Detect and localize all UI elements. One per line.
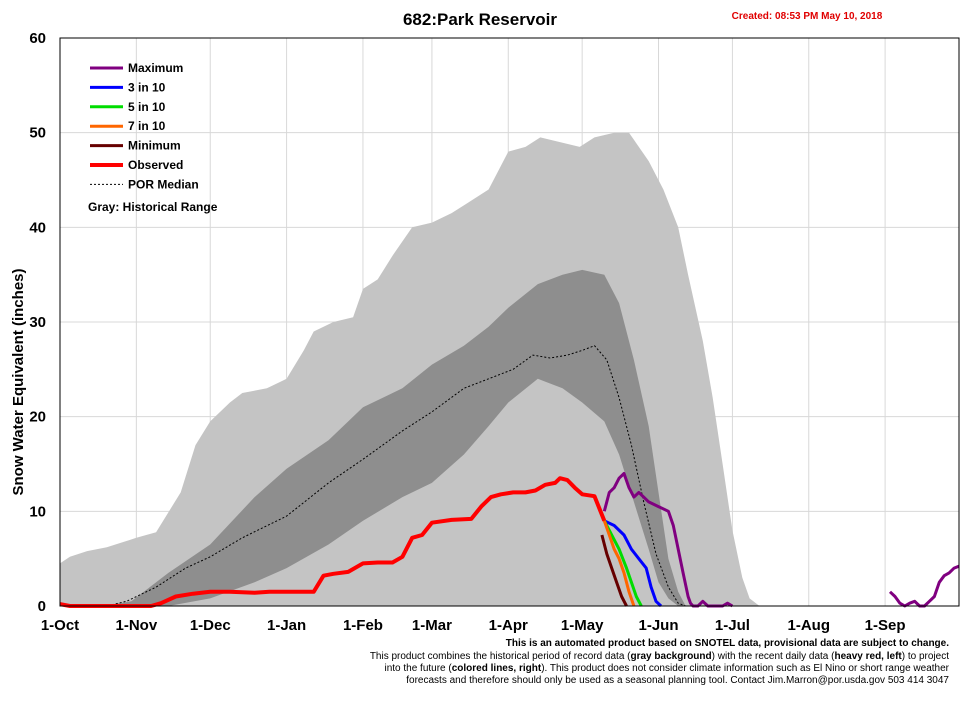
y-tick-label: 0: [38, 598, 46, 615]
legend-note: Gray: Historical Range: [88, 200, 218, 214]
footer-line-4: forecasts and therefore should only be u…: [406, 675, 949, 686]
y-tick-label: 50: [29, 125, 46, 142]
x-tick-label: 1-Jun: [639, 617, 679, 634]
observed-line: [59, 476, 607, 608]
forecast-line-3-in-10: [603, 519, 663, 608]
legend-label: Observed: [128, 158, 183, 172]
footer-line-3c: ). This product does not consider climat…: [541, 663, 949, 674]
chart-title: 682:Park Reservoir: [403, 10, 557, 29]
forecast-line-5-in-10: [602, 520, 643, 607]
footer-line-2d: heavy red, left: [834, 651, 902, 662]
legend-label: 5 in 10: [128, 100, 166, 114]
x-tick-label: 1-Apr: [489, 617, 528, 634]
x-tick-label: 1-Mar: [412, 617, 452, 634]
legend-label: 3 in 10: [128, 80, 166, 94]
y-axis-ticks: 0 10 20 30 40 50 60: [29, 30, 46, 615]
footer-line-2: This product combines the historical per…: [370, 651, 949, 662]
legend-label: Minimum: [128, 139, 181, 153]
x-tick-label: 1-Nov: [116, 617, 158, 634]
interquartile-band: [60, 269, 686, 606]
footer-line-2c: ) with the recent daily data (: [712, 651, 836, 662]
x-tick-label: 1-Jan: [267, 617, 306, 634]
x-tick-label: 1-Dec: [190, 617, 231, 634]
por-median-line: [60, 345, 686, 607]
footer-line-3a: into the future (: [384, 663, 452, 674]
y-tick-label: 60: [29, 30, 46, 47]
y-axis-label: Snow Water Equivalent (inches): [10, 269, 27, 496]
plot-area: [59, 37, 960, 608]
x-tick-label: 1-Oct: [41, 617, 79, 634]
forecast-line-minimum: [600, 534, 628, 607]
x-axis-ticks: 1-Oct 1-Nov 1-Dec 1-Jan 1-Feb 1-Mar 1-Apr 1-May…: [41, 617, 906, 634]
footer-line-3: into the future (colored lines, right). …: [384, 663, 949, 674]
x-tick-label: 1-Feb: [343, 617, 383, 634]
plot-frame: [59, 37, 960, 607]
footer-line-1: This is an automated product based on SN…: [506, 638, 949, 649]
series-lines: [59, 37, 960, 608]
x-tick-label: 1-Sep: [865, 617, 906, 634]
legend-label: POR Median: [128, 177, 199, 191]
x-tick-label: 1-Jul: [715, 617, 750, 634]
legend-label: 7 in 10: [128, 119, 166, 133]
footer-line-2a: This product combines the historical per…: [370, 651, 631, 662]
created-timestamp: Created: 08:53 PM May 10, 2018: [732, 11, 883, 22]
y-tick-label: 10: [29, 503, 46, 520]
footer-line-2b: gray background: [631, 651, 712, 662]
legend-label: Maximum: [128, 61, 183, 75]
x-tick-label: 1-Aug: [788, 617, 831, 634]
legend: Maximum 3 in 10 5 in 10 7 in 10 Minimum Obser…: [90, 61, 199, 191]
historical-range-bands: [60, 132, 959, 606]
footer-line-2e: ) to project: [902, 651, 949, 662]
footer-note: This is an automated product based on SN…: [370, 638, 950, 686]
y-tick-label: 40: [29, 219, 46, 236]
footer-line-3b: colored lines, right: [452, 663, 542, 674]
y-tick-label: 30: [29, 314, 46, 331]
forecast-line-7-in-10: [602, 520, 636, 607]
x-tick-label: 1-May: [561, 617, 604, 634]
y-tick-label: 20: [29, 409, 46, 426]
